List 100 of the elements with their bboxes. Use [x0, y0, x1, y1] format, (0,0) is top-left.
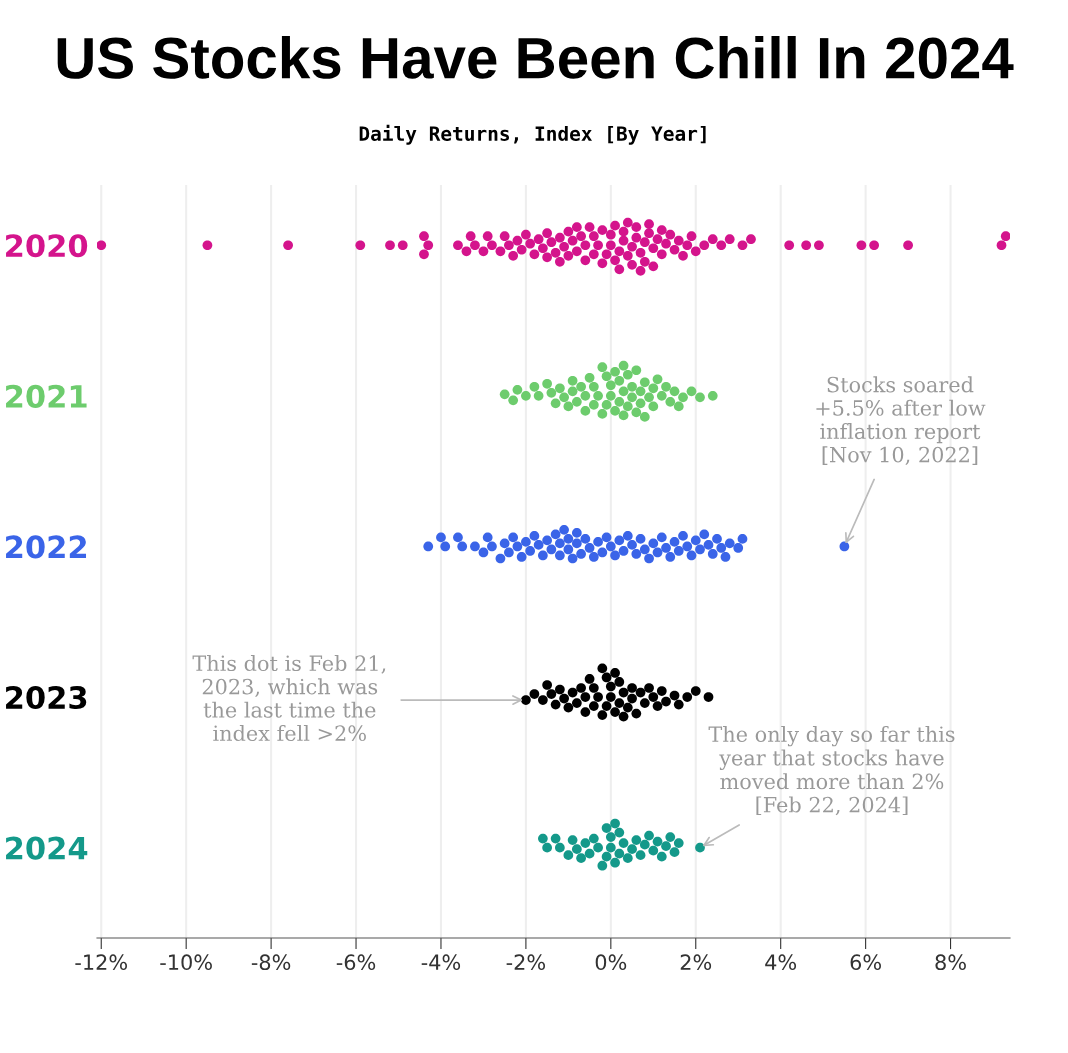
point: [614, 848, 625, 859]
point: [622, 702, 633, 713]
point: [610, 366, 620, 377]
point: [661, 381, 671, 392]
point: [627, 693, 637, 704]
x-tick-label: 8%: [935, 954, 966, 971]
point: [665, 397, 676, 407]
point: [652, 836, 663, 847]
point: [576, 381, 586, 392]
point: [563, 401, 574, 412]
point: [546, 387, 557, 398]
point: [652, 374, 663, 385]
point: [588, 683, 599, 693]
point: [614, 375, 625, 386]
point: [703, 692, 714, 702]
point: [695, 392, 705, 403]
point: [533, 390, 544, 401]
y-tick-label: 2024: [6, 836, 88, 860]
x-tick-label: 0%: [595, 954, 627, 971]
point: [614, 827, 625, 838]
point: [550, 398, 561, 409]
point: [601, 371, 612, 382]
point: [601, 823, 612, 833]
point: [567, 375, 578, 386]
x-tick-label: -8%: [251, 954, 291, 971]
x-tick-label: -12%: [75, 954, 128, 971]
point: [584, 674, 595, 684]
point: [580, 390, 591, 401]
point: [597, 860, 608, 871]
point: [499, 389, 510, 400]
point: [648, 383, 659, 394]
point: [597, 409, 608, 419]
point: [588, 701, 599, 711]
point: [622, 401, 633, 412]
y-tick-label: 2021: [6, 384, 87, 408]
x-tick-label: 4%: [765, 954, 797, 971]
point: [656, 390, 667, 401]
point: [610, 818, 620, 829]
chart-title: US Stocks Have Been Chill In 2024: [57, 35, 1014, 79]
point: [580, 707, 591, 717]
point: [567, 835, 578, 845]
point: [605, 390, 616, 401]
point: [601, 701, 612, 711]
point: [614, 397, 625, 407]
point: [529, 381, 540, 392]
point: [622, 853, 633, 864]
y-tick-label: 2023: [6, 685, 87, 710]
point: [644, 683, 654, 693]
point: [571, 397, 582, 407]
point: [627, 392, 637, 403]
annotation: The only day so far this year that stocks have moved more than 2% [Feb 22, 2024]: [708, 725, 955, 816]
point: [627, 381, 637, 392]
point: [618, 386, 629, 397]
point: [605, 681, 616, 692]
annotation: This dot is Feb 21, 2023, which was the last time the index fell >2%: [192, 654, 386, 742]
point: [588, 833, 599, 844]
point: [673, 838, 684, 848]
point: [601, 672, 612, 683]
point: [584, 848, 595, 859]
point: [521, 390, 531, 401]
point: [542, 378, 552, 389]
point: [610, 406, 620, 416]
point: [605, 380, 616, 391]
x-tick-label: -2%: [506, 954, 546, 971]
x-tick-label: 2%: [680, 954, 712, 971]
point: [618, 687, 629, 698]
point: [639, 377, 650, 388]
point: [563, 850, 574, 861]
point: [635, 398, 646, 409]
point: [605, 692, 616, 702]
point: [665, 832, 676, 842]
point: [580, 838, 591, 848]
point: [559, 392, 569, 403]
point: [627, 683, 637, 693]
point: [567, 386, 578, 397]
point: [627, 844, 637, 855]
point: [538, 833, 548, 844]
x-tick-label: -10%: [160, 954, 212, 971]
point: [580, 406, 591, 416]
point: [669, 690, 680, 701]
point: [648, 401, 659, 412]
point: [631, 407, 642, 418]
point: [661, 841, 671, 851]
point: [635, 850, 646, 861]
point: [550, 699, 561, 710]
point: [601, 400, 612, 410]
point: [512, 384, 523, 395]
point: [682, 692, 693, 702]
point: [614, 677, 625, 687]
point: [631, 365, 642, 376]
point: [639, 412, 650, 422]
point: [614, 698, 625, 708]
point: [597, 362, 608, 373]
point: [597, 663, 608, 674]
point: [588, 400, 599, 410]
point: [555, 383, 565, 394]
point: [610, 857, 620, 868]
point: [635, 386, 646, 397]
point: [644, 830, 654, 841]
chart-subtitle: Daily Returns, Index [By Year]: [359, 124, 706, 145]
